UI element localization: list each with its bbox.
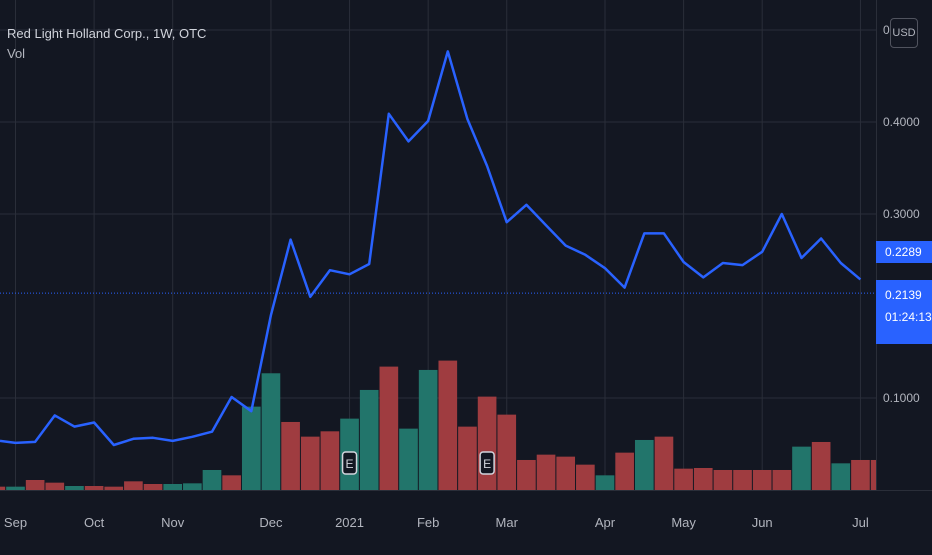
volume-bar — [752, 469, 772, 490]
volume-bar — [6, 486, 25, 490]
volume-bar — [595, 475, 615, 490]
chart-legend: Red Light Holland Corp., 1W, OTC Vol — [7, 24, 206, 64]
volume-bar — [183, 483, 202, 490]
earnings-marker — [341, 451, 358, 475]
volume-bar — [202, 469, 222, 490]
axes: 0.50.40000.30000.1000SepOctNovDec2021Feb… — [0, 0, 932, 530]
symbol-title[interactable]: Red Light Holland Corp., 1W, OTC — [7, 26, 207, 41]
x-tick-label: Apr — [595, 515, 616, 530]
volume-bar — [163, 483, 183, 490]
volume-bar — [359, 389, 379, 490]
volume-bar — [634, 439, 654, 490]
volume-bar — [84, 485, 104, 490]
earnings-marker — [479, 451, 495, 475]
x-tick-label: 2021 — [335, 515, 364, 530]
earnings-marker-label: E — [346, 457, 354, 471]
volume-bar — [517, 459, 536, 490]
volume-bar — [477, 396, 497, 490]
volume-bar — [320, 431, 340, 490]
volume-bar — [222, 475, 241, 490]
volume-bar — [497, 414, 517, 490]
last-price-value: 0.2289 — [885, 245, 922, 259]
volume-bar — [143, 483, 163, 490]
volume-bar — [870, 459, 876, 490]
volume-legend-label[interactable]: Vol — [7, 46, 26, 61]
volume-bar — [418, 369, 438, 490]
volume-bar — [654, 436, 674, 490]
volume-bar — [65, 485, 84, 490]
x-tick-label: Mar — [496, 515, 519, 530]
volume-bar — [104, 486, 124, 490]
volume-bar — [693, 467, 713, 490]
x-tick-label: Feb — [417, 515, 439, 530]
volume-bar — [25, 479, 45, 490]
bar-countdown: 01:24:13 — [885, 310, 932, 324]
y-tick-label: 0.3000 — [883, 207, 920, 221]
x-tick-label: Oct — [84, 515, 105, 530]
volume-bar — [615, 452, 634, 490]
current-price-value: 0.2139 — [885, 288, 922, 302]
volume-bar — [45, 482, 65, 490]
volume-bar — [792, 446, 811, 490]
price-line — [0, 50, 862, 447]
x-tick-label: Jul — [852, 515, 869, 530]
volume-bar — [811, 441, 831, 490]
volume-bars — [0, 360, 876, 490]
volume-bar — [576, 464, 595, 490]
volume-bar — [379, 366, 399, 490]
y-tick-label: 0.4000 — [883, 115, 920, 129]
volume-bar — [0, 486, 6, 490]
volume-bar — [399, 428, 418, 490]
volume-bar — [300, 436, 320, 490]
y-tick-label: 0.1000 — [883, 391, 920, 405]
volume-bar — [772, 469, 792, 490]
volume-bar — [241, 406, 261, 490]
volume-bar — [281, 421, 300, 490]
volume-bar — [733, 469, 752, 490]
x-tick-label: Sep — [4, 515, 27, 530]
x-tick-label: May — [671, 515, 696, 530]
last-price-badge: 0.2289 — [876, 241, 932, 263]
currency-button[interactable]: USD — [890, 18, 918, 48]
volume-bar — [674, 468, 693, 490]
volume-bar — [851, 459, 870, 490]
price-line-layer — [0, 50, 876, 447]
volume-bar — [713, 469, 733, 490]
volume-bar — [124, 481, 143, 490]
volume-bar — [831, 463, 851, 490]
volume-bar — [438, 360, 458, 490]
volume-bar — [458, 426, 477, 490]
current-price-badge: 0.2139 01:24:13 — [876, 280, 932, 344]
grid — [0, 0, 876, 490]
volume-bar — [536, 454, 556, 490]
x-tick-label: Jun — [752, 515, 773, 530]
volume-bar — [261, 373, 281, 490]
earnings-marker-label: E — [483, 457, 491, 471]
x-tick-label: Dec — [259, 515, 283, 530]
volume-bar — [556, 456, 576, 490]
x-tick-label: Nov — [161, 515, 185, 530]
